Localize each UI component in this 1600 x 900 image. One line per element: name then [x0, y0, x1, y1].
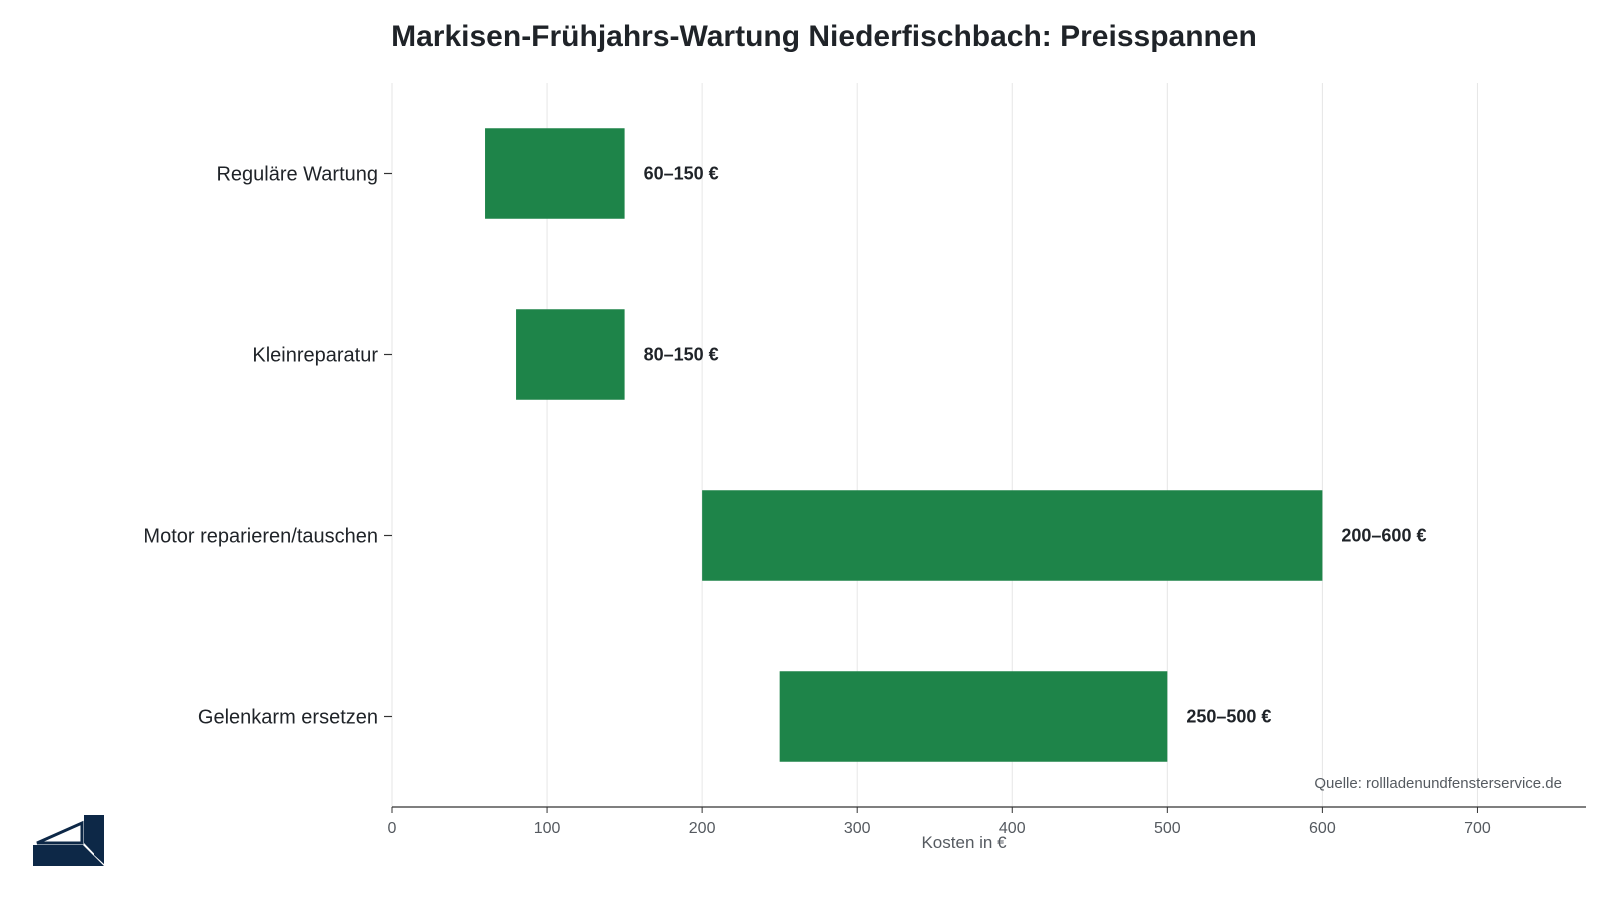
bars	[485, 128, 1323, 762]
category-label: Gelenkarm ersetzen	[198, 707, 378, 729]
value-label: 200–600 €	[1341, 526, 1426, 546]
x-tick-label: 300	[844, 820, 871, 837]
category-label: Motor reparieren/tauschen	[143, 526, 378, 548]
chart-title: Markisen-Frühjahrs-Wartung Niederfischba…	[391, 20, 1257, 53]
x-tick-label: 100	[534, 820, 561, 837]
x-tick-label: 500	[1154, 820, 1181, 837]
x-tick-label: 0	[388, 820, 397, 837]
x-tick-label: 700	[1464, 820, 1491, 837]
category-label: Kleinreparatur	[252, 345, 378, 367]
category-label: Reguläre Wartung	[216, 164, 378, 186]
value-label: 60–150 €	[644, 164, 719, 184]
x-tick-label: 600	[1309, 820, 1336, 837]
x-tick-label: 200	[689, 820, 716, 837]
range-bar	[485, 128, 625, 219]
range-bar	[779, 671, 1168, 762]
labels: Reguläre Wartung 60–150 € Kleinreparatur 80…	[143, 164, 1426, 729]
x-axis-title: Kosten in €	[921, 833, 1007, 852]
value-label: 80–150 €	[644, 345, 719, 365]
range-bar	[516, 309, 625, 400]
value-label: 250–500 €	[1186, 707, 1271, 727]
x-axis: 0 100 200 300 400 500 600 700	[384, 172, 1586, 837]
range-bar	[702, 490, 1323, 581]
source-note: Quelle: rollladenundfensterservice.de	[1314, 775, 1562, 792]
window-frame-logo-icon	[33, 815, 104, 866]
x-tick-label: 400	[999, 820, 1026, 837]
